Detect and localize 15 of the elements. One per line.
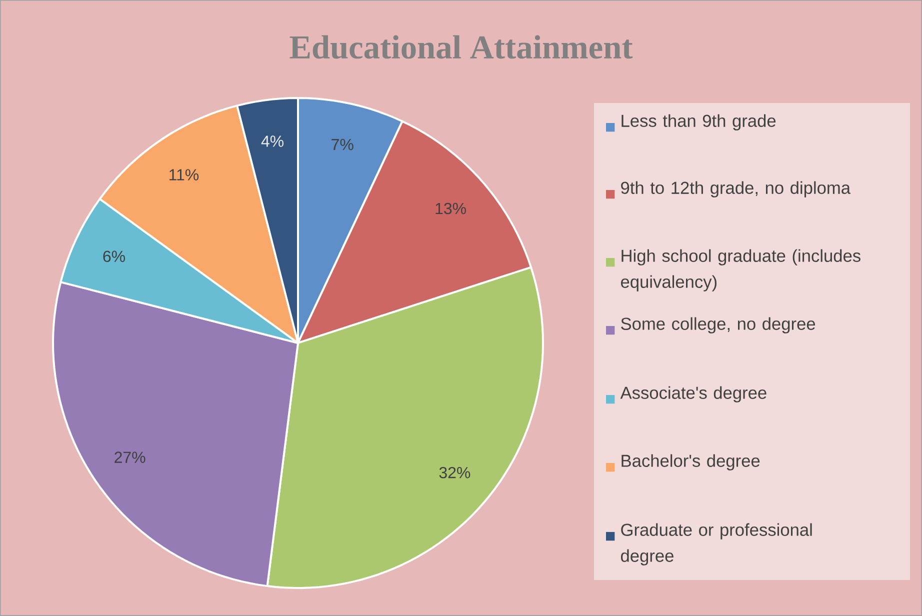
data-label: 4% bbox=[261, 136, 284, 147]
legend-label: Graduate or professional degree bbox=[621, 523, 812, 566]
data-label: 27% bbox=[114, 452, 146, 463]
data-label: 11% bbox=[170, 169, 199, 180]
data-label: 32% bbox=[439, 466, 470, 478]
legend-label: Associate's degree bbox=[620, 386, 766, 402]
legend-label: Less than 9th grade bbox=[622, 114, 776, 130]
legend-label: Some college, no degree bbox=[621, 317, 816, 334]
chart-title: Educational Attainment bbox=[290, 35, 633, 59]
legend-label: Bachelor's degree bbox=[622, 454, 760, 470]
data-label: 7% bbox=[332, 138, 354, 150]
legend-label: High school graduate (includes equivalency) bbox=[621, 249, 860, 292]
data-label: 13% bbox=[436, 202, 466, 214]
data-label: 6% bbox=[103, 250, 125, 262]
legend-label: 9th to 12th grade, no diploma bbox=[621, 181, 851, 198]
